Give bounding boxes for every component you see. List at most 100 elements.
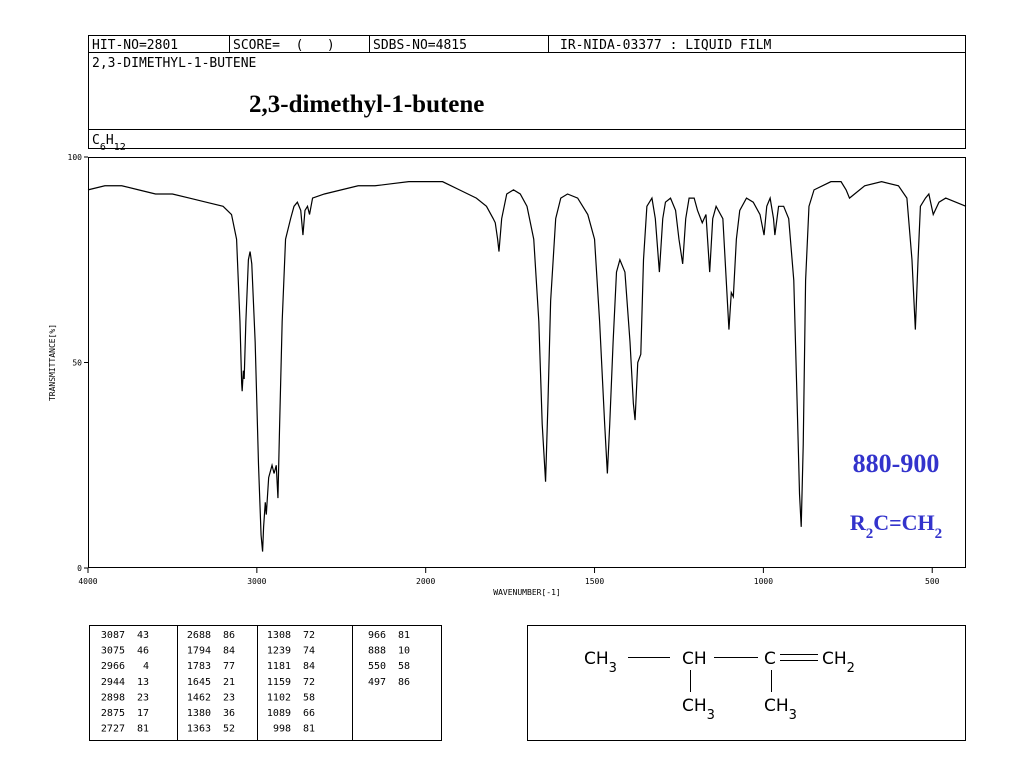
peak-intensity: 10 [398, 646, 410, 657]
x-tick-label: 3000 [247, 577, 266, 586]
subscript: 6 [100, 142, 106, 153]
peak-wavenumber: 2944 [101, 677, 125, 688]
peak-wavenumber: 1159 [267, 677, 291, 688]
peak-rows: 3087 43 3075 46 2966 4 2944 13 2898 23 2875 17 2727 8… [101, 630, 410, 735]
peak-intensity: 23 [137, 692, 149, 703]
peak-wavenumber: 1783 [187, 661, 211, 672]
text-part: C [92, 133, 100, 148]
subscript: 12 [114, 142, 126, 153]
subscript: 2 [935, 526, 943, 542]
formula: C6H12 [92, 133, 126, 153]
peak-intensity: 58 [398, 661, 410, 672]
atom-group: CH3 [584, 649, 617, 676]
peak-wavenumber: 1380 [187, 708, 211, 719]
subscript: 3 [609, 661, 617, 676]
peak-intensity: 21 [223, 677, 235, 688]
peak-intensity: 36 [223, 708, 235, 719]
atom-group: CH2 [822, 649, 855, 676]
x-tick-label: 500 [925, 577, 940, 586]
peak-intensity: 81 [303, 724, 315, 735]
hit-number: HIT-NO=2801 [92, 38, 178, 53]
peak-wavenumber: 3087 [101, 630, 125, 641]
peak-table [89, 625, 442, 741]
atom-group: CH [682, 649, 707, 669]
peak-wavenumber: 2898 [101, 692, 125, 703]
y-axis-label: TRANSMITTANCE[%] [48, 324, 57, 401]
structure-box [527, 625, 966, 741]
peak-intensity: 52 [223, 724, 235, 735]
atom-group: C [764, 649, 776, 669]
peak-intensity: 4 [143, 661, 149, 672]
peak-intensity: 86 [223, 630, 235, 641]
text-part: R [850, 510, 867, 535]
peak-intensity: 81 [398, 630, 410, 641]
x-tick-label: 1000 [754, 577, 773, 586]
peak-wavenumber: 1645 [187, 677, 211, 688]
subscript: 3 [789, 708, 797, 723]
atom-group: CH3 [682, 696, 715, 723]
text-part: CH [682, 649, 707, 669]
text-part: C [764, 649, 776, 669]
peak-intensity: 23 [223, 692, 235, 703]
peak-wavenumber: 1102 [267, 692, 291, 703]
peak-intensity: 72 [303, 630, 315, 641]
text-part: C=CH [873, 510, 934, 535]
peak-intensity: 46 [137, 646, 149, 657]
sdbs-number: SDBS-NO=4815 [373, 38, 467, 53]
peak-wavenumber: 550 [368, 661, 386, 672]
text-part: 880-900 [853, 449, 940, 478]
plot-frame [88, 157, 966, 568]
text-part: CH [822, 649, 847, 669]
y-tick-label: 50 [72, 359, 82, 368]
subscript: 3 [707, 708, 715, 723]
peak-wavenumber: 497 [368, 677, 386, 688]
plot: 0 50 100 4000 3000 2000 1500 1000 500 WAVENUMBER[… [48, 153, 967, 597]
y-tick-label: 0 [77, 564, 82, 573]
peak-wavenumber: 2688 [187, 630, 211, 641]
ir-id: IR-NIDA-03377 : LIQUID FILM [560, 38, 771, 53]
score: SCORE= ( ) [233, 38, 335, 53]
peak-wavenumber: 2966 [101, 661, 125, 672]
peak-intensity: 43 [137, 630, 149, 641]
atom-group: CH3 [764, 696, 797, 723]
subscript: 2 [847, 661, 855, 676]
text-part: CH [682, 696, 707, 716]
annotation: R2C=CH2 [850, 510, 942, 542]
peak-intensity: 66 [303, 708, 315, 719]
peak-wavenumber: 1462 [187, 692, 211, 703]
spectrum-line [87, 181, 967, 552]
annotation: 880-900 [853, 449, 940, 478]
compound-name-overlay: 2,3-dimethyl-1-butene [249, 91, 484, 118]
peak-intensity: 72 [303, 677, 315, 688]
peak-intensity: 86 [398, 677, 410, 688]
peak-wavenumber: 1794 [187, 646, 211, 657]
peak-intensity: 84 [223, 646, 235, 657]
peak-wavenumber: 1089 [267, 708, 291, 719]
y-tick-label: 100 [68, 153, 83, 162]
peak-wavenumber: 3075 [101, 646, 125, 657]
peak-wavenumber: 1308 [267, 630, 291, 641]
peak-intensity: 77 [223, 661, 235, 672]
peak-wavenumber: 1363 [187, 724, 211, 735]
peak-intensity: 74 [303, 646, 315, 657]
peak-wavenumber: 2727 [101, 724, 125, 735]
peak-intensity: 17 [137, 708, 149, 719]
text-part: H [106, 133, 114, 148]
x-axis-label: WAVENUMBER[-1] [493, 588, 560, 597]
peak-wavenumber: 966 [368, 630, 386, 641]
header-box [88, 35, 966, 149]
peak-wavenumber: 2875 [101, 708, 125, 719]
peak-wavenumber: 1239 [267, 646, 291, 657]
text-part: CH [584, 649, 609, 669]
subscript: 2 [866, 526, 874, 542]
peak-intensity: 58 [303, 692, 315, 703]
peak-wavenumber: 1181 [267, 661, 291, 672]
text-part: CH [764, 696, 789, 716]
x-tick-label: 1500 [585, 577, 604, 586]
peak-intensity: 84 [303, 661, 315, 672]
peak-wavenumber: 888 [368, 646, 386, 657]
peak-intensity: 81 [137, 724, 149, 735]
